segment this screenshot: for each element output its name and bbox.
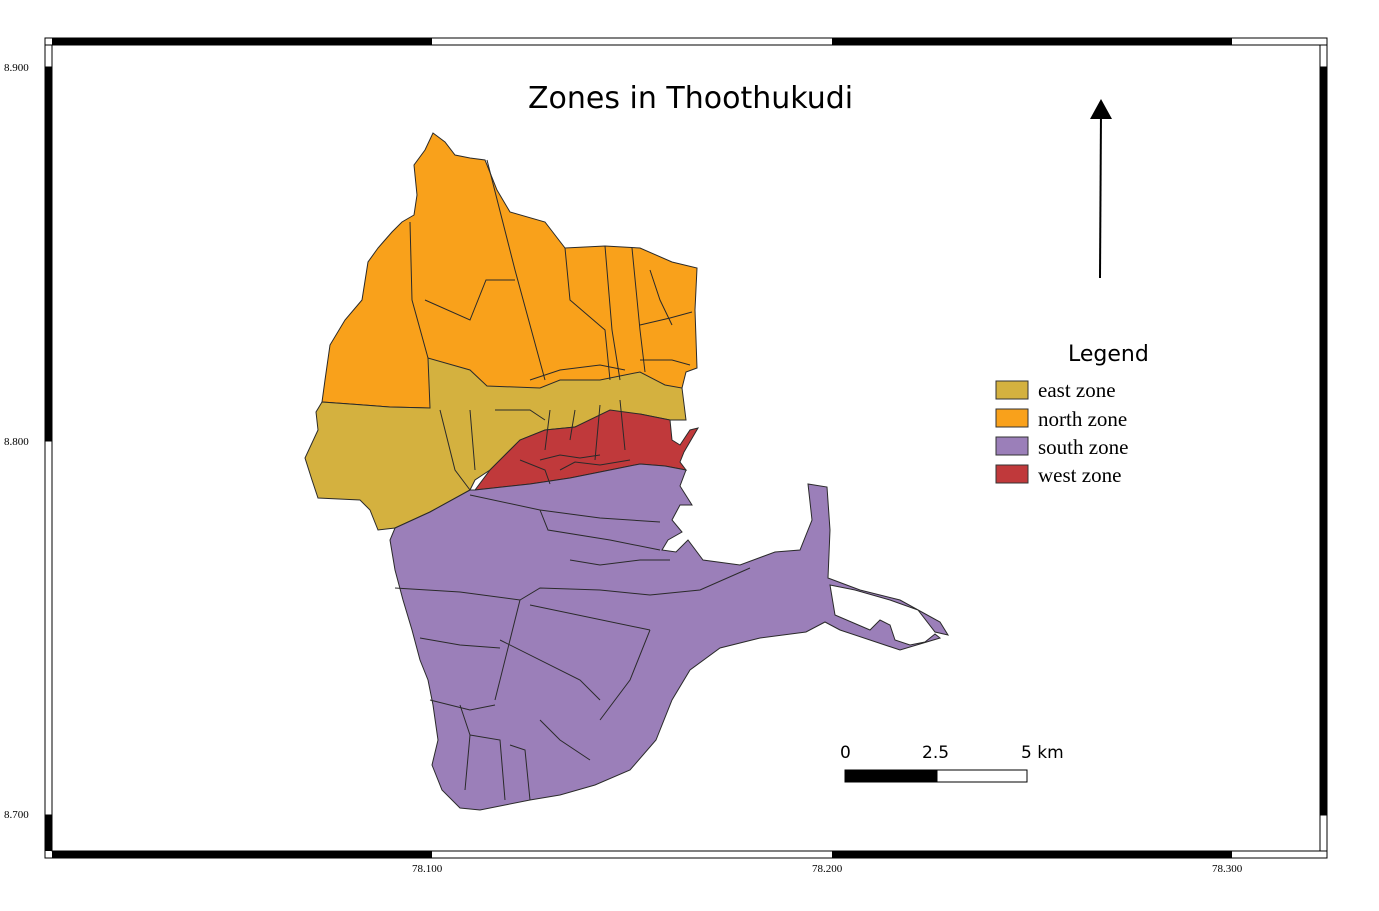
lat-tick-label: 8.800 — [4, 436, 29, 448]
legend-swatch-east — [995, 380, 1029, 400]
lon-tick-label: 78.200 — [812, 863, 843, 875]
legend-label: east zone — [1038, 378, 1116, 402]
lon-tick-label: 78.300 — [1212, 863, 1243, 875]
south-zone-region — [389, 463, 950, 811]
legend-label: north zone — [1038, 407, 1127, 431]
north-arrow-icon — [1090, 99, 1112, 279]
lon-tick-label: 78.100 — [412, 863, 443, 875]
legend-swatch-west — [995, 464, 1029, 484]
scale-bar: 0 2.5 5 km — [840, 743, 1064, 783]
legend-title: Legend — [1068, 342, 1149, 367]
map-title: Zones in Thoothukudi — [528, 81, 853, 116]
legend-swatch-south — [995, 436, 1029, 456]
scale-label: 5 km — [1021, 743, 1064, 763]
lat-tick-label: 8.700 — [4, 809, 29, 821]
legend: Legend east zone north zone south zone w… — [995, 342, 1149, 487]
frame-border-bars — [45, 38, 1327, 858]
frame-border-bars-right-lower — [44, 44, 1328, 852]
ward-boundaries — [394, 159, 751, 801]
scale-label: 2.5 — [922, 743, 949, 763]
legend-label: west zone — [1038, 463, 1121, 487]
scale-bar-white-segment — [936, 769, 1028, 783]
lat-tick-label: 8.900 — [4, 62, 29, 74]
legend-swatch-north — [995, 408, 1029, 428]
scale-label: 0 — [840, 743, 851, 763]
legend-label: south zone — [1038, 435, 1128, 459]
scale-bar-black-segment — [844, 769, 938, 783]
